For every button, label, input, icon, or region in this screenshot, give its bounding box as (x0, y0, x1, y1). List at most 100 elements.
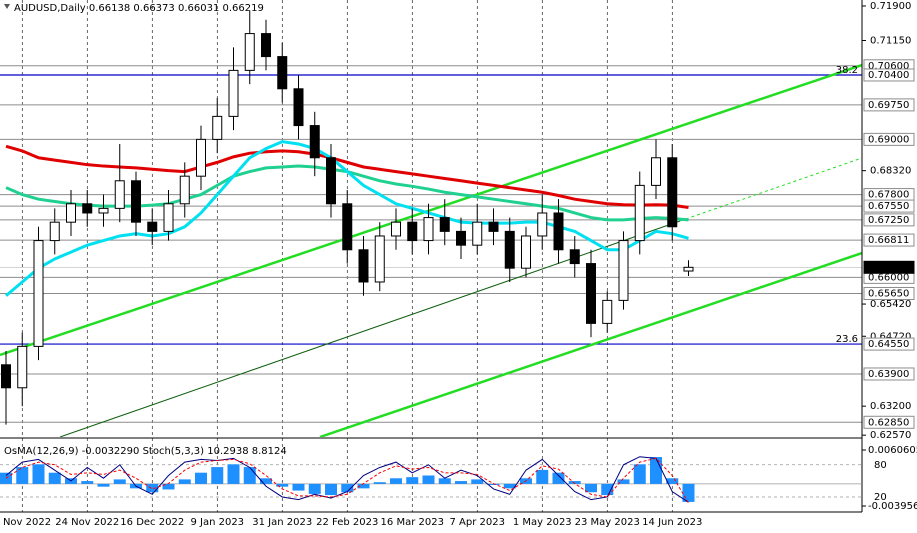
level-label-box (863, 367, 915, 381)
osma-bar (633, 464, 646, 484)
candle-body (439, 217, 450, 232)
candle-body (488, 221, 499, 232)
x-tick-label: 1 May 2023 (513, 517, 572, 528)
level-label-box (863, 199, 915, 213)
x-tick-label: 14 Jun 2023 (642, 517, 702, 528)
osma-bar (503, 483, 516, 489)
osma-bar (16, 467, 29, 484)
fib-label: 38.2 (836, 65, 858, 76)
osma-bar (552, 472, 565, 484)
candle-body (634, 184, 645, 242)
osc-tick-label: 0.0060605 (868, 445, 917, 456)
stoch-signal (5, 457, 689, 504)
candle-body (569, 249, 580, 265)
level-label-box (863, 233, 915, 247)
candle-body (131, 180, 141, 223)
symbol-icon (4, 4, 10, 9)
level-label-box (863, 337, 915, 351)
y-tick-label: 0.65420 (870, 299, 911, 310)
candle-body (618, 240, 629, 301)
level-label: 0.65650 (868, 288, 909, 299)
level-label: 0.63900 (868, 369, 909, 380)
channel-lower (319, 251, 862, 437)
osma-bar (373, 482, 386, 484)
osma-bar (113, 479, 126, 484)
y-tick-label: 0.64720 (870, 331, 911, 342)
candle-body (212, 115, 223, 140)
candle-body (358, 249, 369, 283)
osma-bar (422, 475, 435, 484)
level-label-box (863, 98, 915, 112)
candle-body (66, 203, 76, 223)
level-label: 0.70400 (868, 70, 909, 81)
candle-body (49, 221, 60, 242)
osma-bar (601, 483, 614, 496)
x-tick-label: 2 Nov 2022 (0, 517, 51, 528)
level-label-box (863, 260, 915, 274)
y-tick-label: 0.71150 (870, 35, 911, 46)
oscillator-plot (0, 456, 862, 504)
candle-body (163, 203, 174, 232)
candle-body (423, 217, 434, 242)
y-tick-label: 0.62570 (870, 430, 911, 441)
candle-body (309, 125, 320, 159)
osma-bar (0, 472, 12, 484)
candle-body (261, 33, 271, 58)
candle-body (277, 56, 288, 90)
candle-body (504, 230, 515, 269)
osma-bar (162, 483, 175, 490)
candle-body (521, 235, 531, 269)
channel-upper (0, 63, 862, 357)
candle-body (228, 69, 239, 117)
osma-bar (536, 469, 549, 484)
fib-label: 23.6 (836, 334, 858, 345)
candle-body (374, 235, 385, 283)
x-tick-label: 16 Dec 2022 (120, 517, 184, 528)
osma-bar (146, 483, 159, 493)
level-label: 0.67800 (868, 190, 909, 201)
osma-bar (292, 483, 305, 491)
osma-bar (585, 483, 597, 493)
candle-body (33, 240, 44, 347)
candle-body (667, 157, 678, 228)
stoch-tick-label: 20 (874, 492, 887, 503)
osma-bar (178, 479, 191, 484)
osma-bar (650, 457, 662, 484)
grid (0, 0, 862, 512)
candle-body (537, 212, 548, 237)
osma-bar (276, 483, 289, 487)
osma-bar (341, 483, 354, 493)
moving-average (5, 140, 689, 297)
level-label-box (863, 286, 915, 300)
candle-body (456, 230, 466, 246)
x-tick-label: 9 Jan 2023 (190, 517, 244, 528)
level-label: 0.67250 (868, 215, 909, 226)
candle-body (196, 138, 206, 177)
osma-bar (357, 483, 370, 489)
level-label-box (863, 415, 915, 429)
osma-bar (406, 477, 419, 484)
x-tick-label: 16 Mar 2023 (381, 517, 444, 528)
osma-bar (455, 481, 467, 484)
candle-body (98, 207, 109, 214)
x-tick-label: 7 Apr 2023 (450, 517, 505, 528)
y-tick-label: 0.63200 (870, 401, 911, 412)
osma-bar (325, 483, 337, 496)
osma-bar (195, 472, 207, 484)
level-label-box (863, 68, 915, 82)
candle-body (586, 263, 596, 324)
osma-bar (487, 483, 500, 485)
candle-body (1, 364, 11, 389)
candle-body (326, 157, 336, 205)
osma-bar (227, 464, 240, 484)
osma-bar (308, 483, 321, 494)
y-tick-label: 0.68320 (870, 166, 911, 177)
osma-bar (666, 478, 679, 484)
osc-tick-label: -0.003956 (868, 501, 917, 512)
level-label-box (863, 132, 915, 146)
candle-body (342, 203, 353, 251)
level-label: 0.67550 (868, 201, 909, 212)
oscillator-title: OsMA(12,26,9) -0.0032290 Stoch(5,3,3) 10… (4, 446, 287, 457)
osma-bar (568, 481, 581, 484)
